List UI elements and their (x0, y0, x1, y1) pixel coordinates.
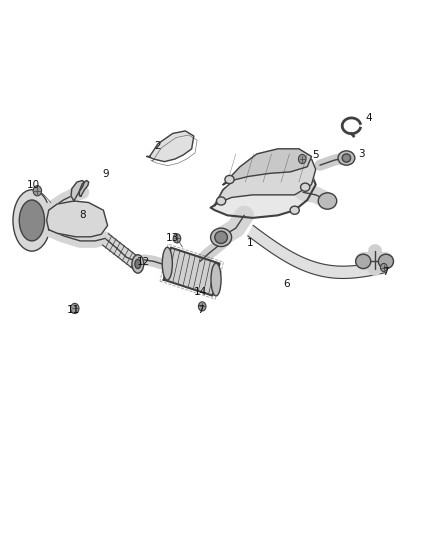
Ellipse shape (215, 231, 227, 244)
Text: 1: 1 (247, 238, 254, 248)
Text: 7: 7 (382, 266, 389, 277)
Circle shape (298, 155, 306, 164)
Polygon shape (248, 225, 386, 278)
Text: 3: 3 (359, 149, 365, 159)
Text: 13: 13 (166, 233, 180, 244)
Text: 2: 2 (155, 141, 161, 151)
Ellipse shape (162, 247, 172, 280)
Ellipse shape (211, 263, 221, 296)
Circle shape (381, 263, 387, 272)
Text: 5: 5 (312, 150, 319, 160)
Polygon shape (46, 201, 108, 237)
Polygon shape (223, 149, 311, 184)
Circle shape (198, 302, 206, 311)
Text: 14: 14 (194, 287, 207, 297)
Polygon shape (164, 248, 219, 296)
Ellipse shape (356, 254, 371, 269)
Text: 12: 12 (137, 257, 150, 268)
Polygon shape (79, 181, 88, 196)
Polygon shape (147, 131, 194, 161)
Ellipse shape (132, 255, 144, 273)
Ellipse shape (19, 200, 45, 241)
Polygon shape (211, 169, 316, 218)
Ellipse shape (338, 151, 355, 165)
Ellipse shape (300, 183, 310, 191)
Ellipse shape (290, 206, 299, 214)
Ellipse shape (342, 154, 350, 162)
Ellipse shape (378, 254, 393, 269)
Ellipse shape (318, 193, 337, 209)
Text: 8: 8 (79, 211, 86, 220)
Text: 10: 10 (27, 180, 40, 190)
Ellipse shape (13, 190, 51, 251)
Circle shape (173, 234, 181, 243)
Ellipse shape (211, 228, 232, 247)
Circle shape (33, 185, 42, 196)
Text: 11: 11 (67, 305, 81, 315)
Ellipse shape (225, 175, 234, 183)
Text: 4: 4 (365, 113, 371, 123)
Text: 9: 9 (102, 169, 109, 180)
Ellipse shape (216, 197, 226, 205)
Ellipse shape (135, 260, 141, 269)
Polygon shape (102, 234, 140, 270)
Text: 7: 7 (197, 305, 203, 315)
Polygon shape (71, 181, 85, 201)
Circle shape (71, 303, 79, 313)
Polygon shape (215, 154, 316, 205)
Text: 6: 6 (283, 279, 290, 289)
